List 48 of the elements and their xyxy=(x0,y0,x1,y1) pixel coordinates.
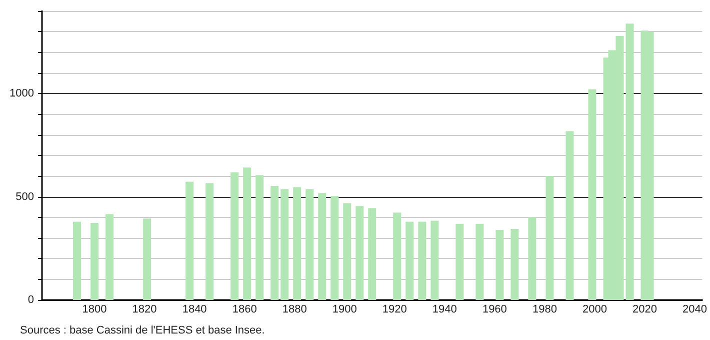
bar xyxy=(270,186,279,300)
bar xyxy=(588,89,596,300)
bar xyxy=(330,196,339,300)
x-tick-label: 1980 xyxy=(532,304,557,316)
bar xyxy=(256,175,264,300)
bar xyxy=(280,189,289,300)
bar xyxy=(626,24,634,300)
bar xyxy=(73,222,82,300)
bar xyxy=(186,182,194,300)
x-tick-label: 1880 xyxy=(282,304,307,316)
bar xyxy=(406,222,414,300)
y-tick-label: 0 xyxy=(28,294,34,306)
x-tick-label: 1840 xyxy=(182,304,207,316)
bar xyxy=(566,131,574,300)
source-note: Sources : base Cassini de l'EHESS et base Insee. xyxy=(20,324,265,336)
bar xyxy=(356,206,364,300)
x-tick-label: 1920 xyxy=(382,304,407,316)
x-tick-label: 1940 xyxy=(432,304,457,316)
bar xyxy=(496,230,504,300)
x-tick-label: 2040 xyxy=(682,304,708,316)
bar xyxy=(430,220,439,300)
bar xyxy=(476,224,484,300)
x-tick-label: 1860 xyxy=(232,304,257,316)
x-tick-label: 1900 xyxy=(332,304,357,316)
bar xyxy=(293,187,302,300)
bar xyxy=(206,183,214,300)
bar xyxy=(243,167,252,300)
bar xyxy=(318,193,326,300)
x-tick-label: 1800 xyxy=(82,304,107,316)
x-tick-label: 2000 xyxy=(582,304,607,316)
y-tick-label: 1000 xyxy=(10,88,34,100)
bar xyxy=(393,212,402,300)
x-tick-label: 1820 xyxy=(132,304,157,316)
bar xyxy=(510,228,519,300)
bar xyxy=(546,176,554,300)
x-tick-label: 1960 xyxy=(482,304,507,316)
bar xyxy=(368,208,376,300)
bar xyxy=(528,217,536,300)
bar xyxy=(143,218,152,300)
bar xyxy=(456,224,464,300)
bar xyxy=(306,189,314,300)
bar xyxy=(90,223,99,300)
y-tick-label: 500 xyxy=(16,190,34,203)
bar xyxy=(230,172,239,300)
bar xyxy=(106,214,114,300)
x-tick-label: 2020 xyxy=(632,304,657,316)
bar xyxy=(418,222,426,300)
bar xyxy=(343,203,352,300)
